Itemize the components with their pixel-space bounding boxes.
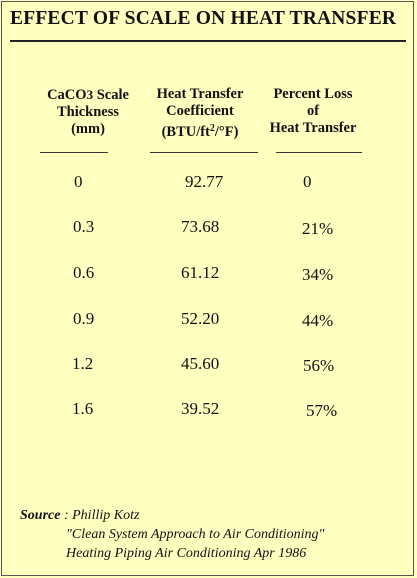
header-loss-line3: Heat Transfer [269, 120, 357, 136]
cell-loss: 34% [302, 265, 334, 284]
cell-coefficient: 73.68 [181, 217, 220, 236]
source-article: "Clean System Approach to Air Conditioni… [66, 527, 325, 542]
header-coefficient-line3: (BTU/ft2/°F) [161, 123, 239, 140]
header-coefficient-line2: Coefficient [166, 103, 234, 119]
cell-thickness: 0.3 [73, 217, 95, 236]
cell-thickness: 0.6 [73, 263, 95, 282]
header-loss-line1: Percent Loss [273, 86, 353, 102]
cell-loss: 44% [302, 311, 334, 330]
header-thickness-line2: Thickness [56, 104, 120, 120]
header-loss-line2: of [306, 103, 320, 119]
header-rule-coefficient [150, 152, 258, 153]
cell-coefficient: 52.20 [181, 309, 220, 328]
cell-thickness: 1.6 [72, 399, 94, 418]
header-rule-loss [276, 152, 362, 153]
source-label: Source [20, 508, 61, 523]
cell-coefficient: 92.77 [185, 172, 224, 191]
header-thickness: CaCO3 Scale Thickness (mm) [36, 86, 140, 138]
source-author: Phillip Kotz [72, 508, 140, 523]
header-thickness-line3: (mm) [71, 121, 105, 137]
source-separator: : [60, 508, 73, 523]
cell-thickness: 1.2 [72, 354, 94, 373]
page-title: EFFECT OF SCALE ON HEAT TRANSFER [10, 8, 397, 29]
header-coefficient-line1: Heat Transfer [156, 86, 244, 102]
source-publication: Heating Piping Air Conditioning Apr 1986 [66, 546, 307, 561]
title-underline [10, 40, 406, 42]
source-citation: Source : Phillip Kotz "Clean System Appr… [20, 506, 324, 563]
cell-coefficient: 45.60 [181, 354, 220, 373]
cell-loss: 57% [306, 401, 338, 420]
cell-thickness: 0.9 [73, 309, 95, 328]
cell-loss: 56% [303, 356, 335, 375]
cell-coefficient: 61.12 [181, 263, 220, 282]
header-rule-thickness [40, 152, 108, 153]
cell-loss: 21% [302, 219, 334, 238]
header-thickness-line1: CaCO3 Scale [47, 87, 129, 103]
header-loss: Percent Loss of Heat Transfer [258, 86, 368, 137]
cell-coefficient: 39.52 [181, 399, 220, 418]
header-coefficient: Heat Transfer Coefficient (BTU/ft2/°F) [140, 86, 260, 141]
cell-loss: 0 [303, 172, 312, 191]
cell-thickness: 0 [74, 172, 83, 191]
